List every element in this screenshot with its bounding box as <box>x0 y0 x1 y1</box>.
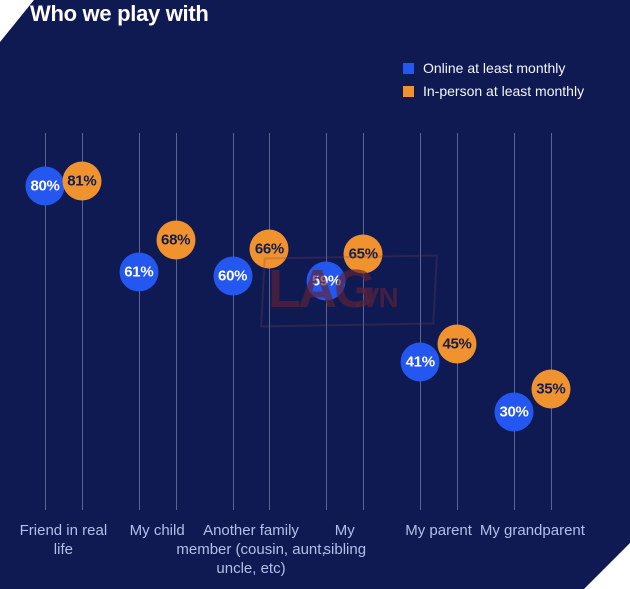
category-label: Another family member (cousin, aunt, unc… <box>176 522 326 577</box>
legend-swatch-inperson-icon <box>403 85 414 97</box>
data-point-value: 30% <box>499 403 529 421</box>
data-point-value: 35% <box>536 380 566 398</box>
legend: Online at least monthly In-person at lea… <box>403 60 584 99</box>
data-point-value: 81% <box>67 172 97 190</box>
data-point-value: 60% <box>218 267 248 285</box>
gridline <box>363 133 365 510</box>
data-point-value: 59% <box>311 272 341 290</box>
category-label: My child <box>129 522 185 539</box>
watermark-text-small: .VN <box>354 282 399 313</box>
data-point-inperson: 35% <box>531 369 571 409</box>
gridline <box>175 133 177 510</box>
gridline <box>269 133 271 510</box>
data-point-inperson: 45% <box>437 324 477 364</box>
category-label: My grandparent <box>479 522 585 539</box>
data-point-online: 30% <box>494 392 534 432</box>
data-point-value: 65% <box>348 245 378 263</box>
gridline <box>457 133 458 510</box>
corner-triangle-bottom-right <box>584 543 630 589</box>
data-point-online: 61% <box>119 252 159 292</box>
legend-item-online: Online at least monthly <box>403 60 584 76</box>
gridline <box>514 133 515 510</box>
corner-triangle-top-left <box>0 0 34 42</box>
data-point-value: 68% <box>161 231 191 249</box>
data-point-online: 80% <box>25 166 65 206</box>
data-point-inperson: 68% <box>156 220 196 260</box>
category-label: Friend in real life <box>19 522 108 558</box>
gridline <box>138 133 140 510</box>
gridline <box>550 133 552 510</box>
data-point-value: 45% <box>442 335 472 353</box>
gridline <box>420 133 422 510</box>
category-label: My sibling <box>323 522 367 558</box>
data-point-online: 60% <box>213 256 253 296</box>
gridline <box>326 133 328 510</box>
gridline <box>45 133 46 510</box>
data-point-inperson: 66% <box>249 229 289 269</box>
data-point-inperson: 81% <box>62 161 102 201</box>
data-point-inperson: 65% <box>343 234 383 274</box>
category-label: My parent <box>405 522 472 539</box>
data-point-value: 66% <box>254 240 284 258</box>
gridline <box>232 133 234 510</box>
data-point-online: 59% <box>306 261 346 301</box>
data-point-value: 41% <box>405 353 435 371</box>
legend-swatch-online-icon <box>403 62 414 74</box>
data-point-online: 41% <box>400 342 440 382</box>
legend-label-inperson: In-person at least monthly <box>423 83 585 99</box>
legend-label-online: Online at least monthly <box>423 60 566 76</box>
data-point-value: 61% <box>124 263 154 281</box>
data-point-value: 80% <box>30 177 60 195</box>
chart-title: Who we play with <box>30 1 209 26</box>
legend-item-inperson: In-person at least monthly <box>403 83 584 99</box>
gridline <box>81 133 83 510</box>
